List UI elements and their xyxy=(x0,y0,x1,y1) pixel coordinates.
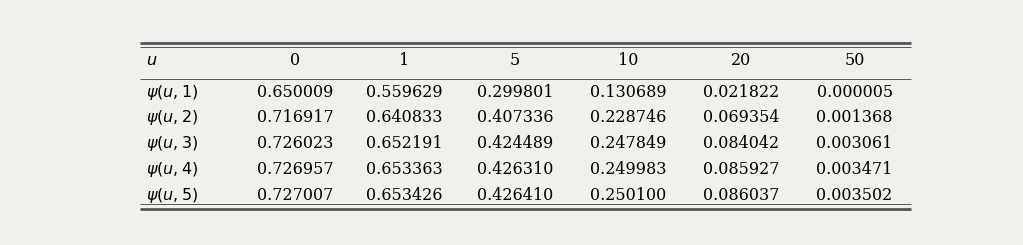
Text: 20: 20 xyxy=(731,52,752,69)
Text: 0.653426: 0.653426 xyxy=(366,187,442,204)
Text: 0.085927: 0.085927 xyxy=(703,161,780,178)
Text: 0.652191: 0.652191 xyxy=(366,135,443,152)
Text: 0.250100: 0.250100 xyxy=(590,187,666,204)
Text: 0.021822: 0.021822 xyxy=(704,84,780,101)
Text: 0.084042: 0.084042 xyxy=(704,135,780,152)
Text: 0.001368: 0.001368 xyxy=(816,110,893,126)
Text: 0.653363: 0.653363 xyxy=(366,161,443,178)
Text: 1: 1 xyxy=(399,52,409,69)
Text: 0.249983: 0.249983 xyxy=(590,161,667,178)
Text: 0.228746: 0.228746 xyxy=(590,110,667,126)
Text: 0.716917: 0.716917 xyxy=(257,110,333,126)
Text: $\psi(u, 4)$: $\psi(u, 4)$ xyxy=(146,160,198,179)
Text: 10: 10 xyxy=(618,52,638,69)
Text: 50: 50 xyxy=(844,52,864,69)
Text: 0.726023: 0.726023 xyxy=(257,135,333,152)
Text: 0.003502: 0.003502 xyxy=(816,187,893,204)
Text: 0.130689: 0.130689 xyxy=(590,84,667,101)
Text: 0.426410: 0.426410 xyxy=(477,187,553,204)
Text: 0.086037: 0.086037 xyxy=(703,187,780,204)
Text: 0.003061: 0.003061 xyxy=(816,135,893,152)
Text: 0.726957: 0.726957 xyxy=(257,161,333,178)
Text: 0.727007: 0.727007 xyxy=(257,187,333,204)
Text: 0: 0 xyxy=(291,52,301,69)
Text: 0.407336: 0.407336 xyxy=(477,110,553,126)
Text: 0.424489: 0.424489 xyxy=(477,135,553,152)
Text: 0.000005: 0.000005 xyxy=(816,84,893,101)
Text: $\psi(u, 1)$: $\psi(u, 1)$ xyxy=(146,83,198,102)
Text: $\psi(u, 5)$: $\psi(u, 5)$ xyxy=(146,186,198,205)
Text: 0.003471: 0.003471 xyxy=(816,161,893,178)
Text: $\psi(u, 3)$: $\psi(u, 3)$ xyxy=(146,134,198,153)
Text: $u$: $u$ xyxy=(146,52,158,69)
Text: 5: 5 xyxy=(510,52,521,69)
Text: $\psi(u, 2)$: $\psi(u, 2)$ xyxy=(146,109,198,127)
Text: 0.640833: 0.640833 xyxy=(366,110,442,126)
Text: 0.426310: 0.426310 xyxy=(477,161,553,178)
Text: 0.069354: 0.069354 xyxy=(703,110,780,126)
Text: 0.247849: 0.247849 xyxy=(590,135,667,152)
Text: 0.299801: 0.299801 xyxy=(477,84,553,101)
Text: 0.650009: 0.650009 xyxy=(257,84,333,101)
Text: 0.559629: 0.559629 xyxy=(366,84,443,101)
